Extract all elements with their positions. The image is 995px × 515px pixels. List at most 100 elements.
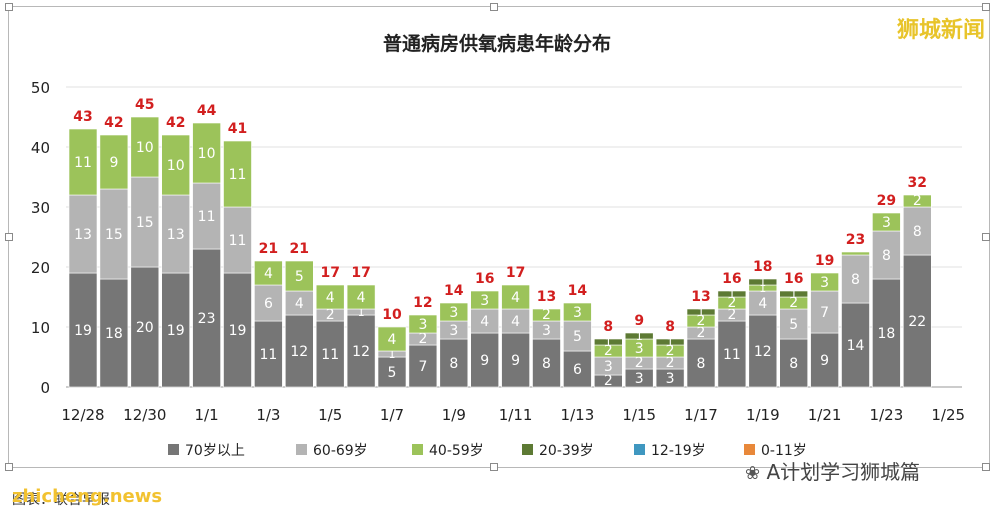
- bar-segment: [470, 332, 500, 388]
- bar-segment: [192, 122, 221, 184]
- bar-segment: [439, 338, 469, 388]
- bar-segment: [810, 290, 839, 334]
- bar-total-label: 17: [351, 265, 370, 281]
- x-tick-label: 12/30: [123, 406, 166, 424]
- bar-value-label: 2: [542, 307, 551, 323]
- bar-value-label: 1: [759, 276, 766, 289]
- legend-label: 0-11岁: [761, 443, 807, 459]
- bar-value-label: 4: [357, 290, 366, 306]
- bar-segment: [902, 254, 932, 388]
- bar-value-label: 20: [136, 320, 154, 336]
- bar-segment: [686, 308, 716, 316]
- bar-value-label: 19: [229, 323, 247, 339]
- bar-value-label: 1: [667, 336, 674, 349]
- bar-value-label: 4: [264, 266, 273, 282]
- legend-label: 20-39岁: [539, 443, 594, 459]
- bar-total-label: 44: [197, 103, 217, 119]
- author-tag-text: A计划学习狮城篇: [766, 460, 921, 484]
- y-tick-label: 20: [31, 259, 50, 277]
- x-tick-label: 1/19: [746, 406, 780, 424]
- bar-segment: [501, 284, 530, 310]
- bar-value-label: 2: [604, 343, 613, 359]
- bar-segment: [68, 194, 98, 274]
- bar-value-label: 7: [820, 305, 829, 321]
- bar-total-label: 14: [444, 283, 464, 299]
- resize-handle-top-left[interactable]: [5, 3, 13, 11]
- bar-value-label: 2: [635, 355, 644, 371]
- bar-value-label: 12: [290, 344, 308, 360]
- bar-value-label: 3: [882, 215, 891, 231]
- resize-handle-bottom[interactable]: [490, 463, 498, 471]
- resize-handle-right[interactable]: [982, 233, 990, 241]
- bar-value-label: 3: [449, 323, 458, 339]
- bar-value-label: 9: [109, 155, 118, 171]
- bar-total-label: 14: [568, 283, 588, 299]
- bar-segment: [223, 206, 252, 274]
- resize-handle-bottom-left[interactable]: [5, 463, 13, 471]
- resize-handle-top[interactable]: [490, 3, 498, 11]
- y-tick-label: 0: [40, 379, 50, 397]
- bar-value-label: 4: [295, 296, 304, 312]
- bar-value-label: 4: [388, 332, 397, 348]
- bar-segment: [872, 212, 901, 232]
- bar-value-label: 8: [542, 356, 551, 372]
- bar-total-label: 9: [634, 313, 644, 329]
- bar-value-label: 11: [723, 347, 741, 363]
- bar-value-label: 19: [74, 323, 92, 339]
- bar-total-label: 29: [877, 193, 896, 209]
- x-tick-label: 1/15: [622, 406, 656, 424]
- bar-total-label: 21: [259, 241, 278, 257]
- bar-value-label: 8: [851, 272, 860, 288]
- bar-value-label: 23: [198, 311, 216, 327]
- bar-value-label: 11: [321, 347, 339, 363]
- chart-caption: 图表：联合早报: [12, 492, 110, 508]
- bar-value-label: 1: [389, 348, 396, 361]
- bar-value-label: 1: [636, 330, 643, 343]
- bar-total-label: 13: [691, 289, 710, 305]
- bar-segment: [192, 248, 221, 388]
- bar-value-label: 2: [604, 373, 613, 389]
- resize-handle-bottom-right[interactable]: [982, 463, 990, 471]
- bar-total-label: 16: [784, 271, 803, 287]
- bar-value-label: 2: [326, 307, 335, 323]
- x-axis-ticks: 12/28 12/30 1/1 1/3 1/5 1/7 1/9 1/11 1/13 1/15 1/1…: [61, 406, 965, 424]
- bar-value-label: 12: [754, 344, 772, 360]
- bar-value-label: 10: [167, 158, 185, 174]
- bar-value-label: 15: [136, 215, 154, 231]
- bar-value-label: 3: [480, 293, 489, 309]
- bar-value-label: 7: [418, 359, 427, 375]
- resize-handle-left[interactable]: [5, 233, 13, 241]
- legend: 70岁以上 60-69岁 40-59岁 20-39岁 12-19岁 0-11岁: [168, 443, 807, 459]
- bar-total-label: 45: [135, 97, 154, 113]
- bar-total-label: 21: [290, 241, 309, 257]
- bar-value-label: 8: [913, 224, 922, 240]
- resize-handle-top-right[interactable]: [982, 3, 990, 11]
- bar-segment: [532, 308, 561, 322]
- bar-value-label: 11: [198, 209, 216, 225]
- bar-segment: [686, 338, 716, 388]
- legend-swatch: [296, 444, 307, 455]
- bar-value-label: 8: [697, 356, 706, 372]
- bar-segment: [223, 272, 252, 388]
- legend-label: 40-59岁: [429, 443, 484, 459]
- bar-total-label: 16: [722, 271, 741, 287]
- bar-segment: [872, 278, 901, 388]
- x-tick-label: 1/1: [195, 406, 219, 424]
- bar-value-label: 2: [666, 343, 675, 359]
- bar-value-label: 11: [229, 233, 247, 249]
- legend-swatch: [634, 444, 645, 455]
- bar-segment: [254, 284, 283, 322]
- bar-value-label: 6: [264, 296, 273, 312]
- bar-value-label: 2: [727, 295, 736, 311]
- bar-value-label: 18: [105, 326, 123, 342]
- bar-value-label: 3: [542, 323, 551, 339]
- y-axis-ticks: 0 10 20 30 40 50: [31, 79, 50, 397]
- bar-segment: [223, 140, 252, 208]
- bar-value-label: 1: [759, 282, 766, 295]
- bar-segment: [68, 272, 98, 388]
- bar-value-label: 15: [105, 227, 123, 243]
- bar-value-label: 5: [388, 365, 397, 381]
- bar-value-label: 4: [326, 290, 335, 306]
- bar-value-label: 13: [74, 227, 92, 243]
